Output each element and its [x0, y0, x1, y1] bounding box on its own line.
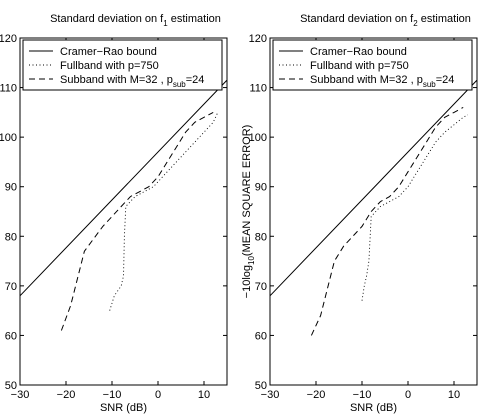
legend: Cramer−Rao bound Fullband with p=750 Subba…: [22, 39, 223, 91]
legend-subscript: sub: [423, 80, 436, 89]
y-tick-label: 50: [5, 380, 17, 392]
legend: Cramer−Rao bound Fullband with p=750 Subba…: [272, 39, 473, 91]
title-subscript: 1: [163, 19, 168, 28]
series-line-1: [270, 79, 477, 297]
legend-name: Subband with M=32 , p: [310, 74, 423, 86]
x-tick-label: −10: [103, 389, 122, 401]
chart-title: Standard deviation on f1 estimation: [50, 13, 221, 28]
legend-box: [272, 39, 473, 91]
x-tick-label: 10: [448, 389, 460, 401]
legend-name: Cramer−Rao bound: [60, 46, 157, 58]
legend-label-3: Subband with M=32 , psub=24: [310, 74, 454, 89]
y-tick-label: 80: [5, 231, 17, 243]
y-tick-label: 110: [249, 83, 267, 95]
x-tick-label: −30: [11, 389, 30, 401]
legend-name: Cramer−Rao bound: [310, 46, 407, 58]
legend-label-1: Cramer−Rao bound: [310, 46, 407, 58]
y-axis-label: −10log10(MEAN SQUARE ERROR): [241, 125, 256, 299]
chart-title: Standard deviation on f2 estimation: [300, 13, 471, 28]
chart-panel-1: Standard deviation on f1 estimation −30 −2…: [0, 13, 228, 414]
ylabel-pre: −10log: [241, 265, 253, 298]
y-tick-label: 110: [0, 83, 17, 95]
legend-name: Fullband with p=750: [60, 60, 159, 72]
y-tick-label: 100: [0, 132, 17, 144]
y-tick-label: 60: [5, 330, 17, 342]
series-line-1: [20, 79, 227, 297]
y-tick-label: 80: [255, 231, 267, 243]
x-tick-label: 10: [198, 389, 210, 401]
title-subscript: 2: [413, 19, 418, 28]
y-tick-label: 90: [255, 182, 267, 194]
title-main: Standard deviation on f: [50, 13, 164, 25]
x-tick-label: −20: [307, 389, 326, 401]
y-tick-label: 100: [249, 132, 267, 144]
legend-name: Fullband with p=750: [310, 60, 409, 72]
legend-label-1: Cramer−Rao bound: [60, 46, 157, 58]
series-line-2: [109, 112, 219, 311]
ylabel-post: (MEAN SQUARE ERROR): [241, 125, 253, 256]
y-tick-label: 120: [249, 33, 267, 45]
y-tick-label: 90: [5, 182, 17, 194]
x-tick-label: 0: [155, 389, 161, 401]
legend-subscript: sub: [173, 80, 186, 89]
y-tick-label: 70: [255, 281, 267, 293]
x-axis-label: SNR (dB): [350, 402, 397, 414]
x-axis-label: SNR (dB): [100, 402, 147, 414]
y-tick-label: 70: [5, 281, 17, 293]
x-tick-label: −20: [57, 389, 76, 401]
legend-box: [22, 39, 223, 91]
series-line-2: [361, 114, 469, 301]
legend-tail: =24: [436, 74, 455, 86]
title-tail: estimation: [418, 13, 471, 25]
chart-panel-2: Standard deviation on f2 estimation −30 −2…: [241, 13, 478, 414]
y-tick-label: 120: [0, 33, 17, 45]
x-tick-label: −30: [261, 389, 280, 401]
legend-name: Subband with M=32 , p: [60, 74, 173, 86]
legend-label-3: Subband with M=32 , psub=24: [60, 74, 204, 89]
x-tick-label: −10: [353, 389, 372, 401]
series-line-3: [310, 106, 464, 336]
axes-frame: [19, 37, 228, 386]
title-main: Standard deviation on f: [300, 13, 414, 25]
legend-tail: =24: [186, 74, 205, 86]
legend-label-2: Fullband with p=750: [60, 60, 159, 72]
ylabel-subscript: 10: [247, 256, 256, 265]
series-line-3: [60, 111, 214, 331]
y-tick-label: 50: [255, 380, 267, 392]
legend-label-2: Fullband with p=750: [310, 60, 409, 72]
x-tick-label: 0: [405, 389, 411, 401]
axes-frame: [269, 37, 478, 386]
title-tail: estimation: [168, 13, 221, 25]
y-tick-label: 60: [255, 330, 267, 342]
